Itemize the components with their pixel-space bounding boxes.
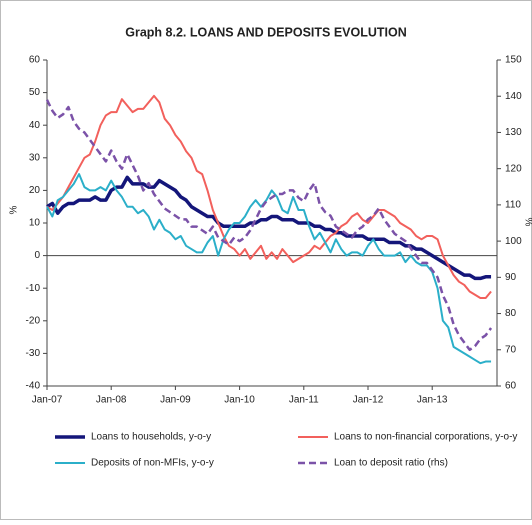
y2-tick-label: 80 <box>505 308 517 319</box>
x-tick-label: Jan-07 <box>32 395 63 406</box>
y2-tick-label: 150 <box>505 55 522 66</box>
chart-title: Graph 8.2. LOANS AND DEPOSITS EVOLUTION <box>125 25 407 39</box>
y-tick-label: 50 <box>29 87 41 98</box>
y2-tick-label: 90 <box>505 272 517 283</box>
y-tick-label: 40 <box>29 120 41 131</box>
y-tick-label: -40 <box>26 381 41 392</box>
x-tick-label: Jan-10 <box>224 395 255 406</box>
y-tick-label: 20 <box>29 185 41 196</box>
y-axis-label: % <box>9 205 20 214</box>
y-tick-label: -30 <box>26 348 41 359</box>
y2-tick-label: 60 <box>505 381 517 392</box>
x-tick-label: Jan-11 <box>289 395 319 406</box>
y2-tick-label: 110 <box>505 200 521 211</box>
series-line <box>46 173 492 365</box>
x-tick-label: Jan-09 <box>160 395 191 406</box>
y2-tick-label: 140 <box>505 91 522 102</box>
x-tick-label: Jan-13 <box>417 395 448 406</box>
y2-tick-label: 100 <box>505 236 522 247</box>
y2-tick-label: 130 <box>505 127 522 138</box>
y-tick-label: 10 <box>29 218 41 229</box>
series-line <box>46 175 492 281</box>
legend-label: Loans to households, y-o-y <box>91 432 211 443</box>
x-tick-label: Jan-08 <box>96 395 127 406</box>
y-tick-label: 30 <box>29 152 41 163</box>
legend-label: Loan to deposit ratio (rhs) <box>334 458 448 469</box>
legend-label: Deposits of non-MFIs, y-o-y <box>91 458 214 469</box>
legend-label: Loans to non-financial corporations, y-o… <box>334 432 517 443</box>
y-tick-label: 0 <box>34 250 40 261</box>
x-tick-label: Jan-12 <box>353 395 384 406</box>
y2-axis-label: % <box>522 218 532 227</box>
y-tick-label: -20 <box>26 315 41 326</box>
y2-tick-label: 120 <box>505 163 522 174</box>
y-tick-label: 60 <box>29 55 41 66</box>
series-line <box>45 99 493 352</box>
series-line <box>46 94 492 299</box>
y2-tick-label: 70 <box>505 344 517 355</box>
y-tick-label: -10 <box>26 283 41 294</box>
